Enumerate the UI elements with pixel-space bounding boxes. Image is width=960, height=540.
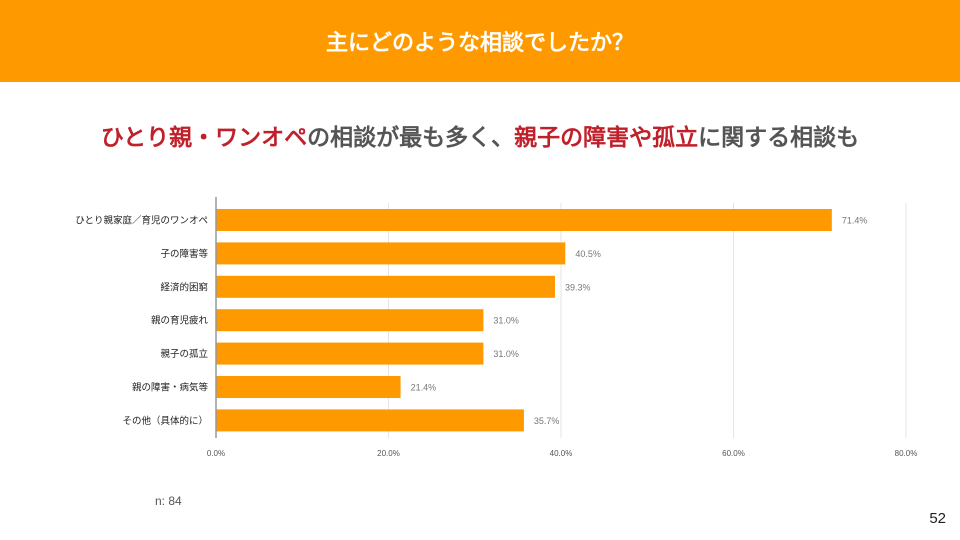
sample-size: n: 84 bbox=[155, 494, 182, 508]
category-label: その他（具体的に） bbox=[122, 415, 208, 427]
bar bbox=[216, 376, 401, 398]
category-label: ひとり親家庭／育児のワンオペ bbox=[75, 215, 208, 227]
data-label: 40.5% bbox=[575, 249, 601, 259]
data-label: 71.4% bbox=[842, 216, 868, 226]
slide-header: 主にどのような相談でしたか？ bbox=[0, 0, 960, 82]
data-label: 39.3% bbox=[565, 282, 591, 292]
x-tick-label: 80.0% bbox=[895, 449, 918, 458]
headline-part: 親子の障害や孤立 bbox=[514, 125, 699, 151]
x-tick-label: 40.0% bbox=[550, 449, 573, 458]
category-label: 親子の孤立 bbox=[160, 348, 208, 360]
page-number: 52 bbox=[929, 510, 946, 527]
data-label: 21.4% bbox=[411, 383, 437, 393]
x-tick-label: 60.0% bbox=[722, 449, 745, 458]
bar bbox=[216, 309, 484, 332]
category-label: 親の育児疲れ bbox=[151, 315, 209, 327]
bar bbox=[216, 242, 566, 265]
data-label: 35.7% bbox=[534, 416, 560, 426]
x-tick-label: 0.0% bbox=[207, 449, 225, 458]
category-label: 親の障害・病気等 bbox=[132, 382, 209, 394]
slide-title: 主にどのような相談でしたか？ bbox=[325, 31, 634, 56]
x-tick-label: 20.0% bbox=[377, 449, 400, 458]
category-label: 経済的困窮 bbox=[160, 281, 208, 293]
bar bbox=[216, 409, 524, 432]
headline-part: ひとり親・ワンオペ bbox=[100, 125, 308, 151]
headline-part: に関する相談も bbox=[698, 125, 860, 151]
bar bbox=[216, 275, 555, 298]
headline-part: の相談が最も多く、 bbox=[307, 125, 515, 151]
data-label: 31.0% bbox=[493, 316, 519, 326]
bar bbox=[216, 342, 484, 365]
bar bbox=[216, 209, 832, 231]
data-label: 31.0% bbox=[493, 349, 519, 359]
category-label: 子の障害等 bbox=[160, 248, 208, 260]
headline: ひとり親・ワンオペの相談が最も多く、親子の障害や孤立に関する相談も bbox=[0, 118, 960, 152]
